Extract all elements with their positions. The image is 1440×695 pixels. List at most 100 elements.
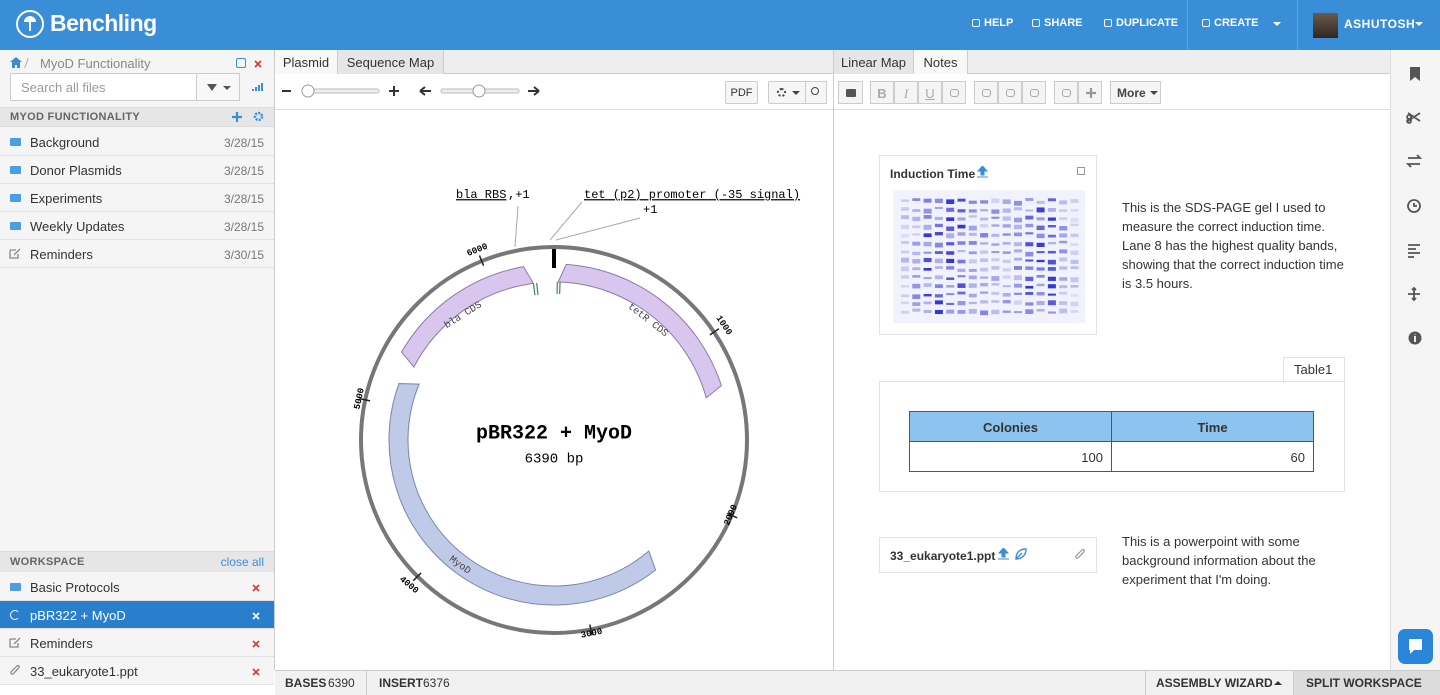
file-row[interactable]: Reminders 3/30/15 bbox=[0, 240, 274, 268]
format-button[interactable]: B bbox=[870, 81, 894, 104]
more-button[interactable]: More bbox=[1110, 81, 1161, 104]
open-icon[interactable] bbox=[236, 58, 246, 68]
gel-band bbox=[901, 241, 909, 244]
table-cell: 60 bbox=[1111, 441, 1314, 472]
history-icon[interactable] bbox=[1407, 199, 1421, 213]
table-button[interactable] bbox=[1054, 81, 1078, 104]
align-icon[interactable] bbox=[1408, 244, 1420, 258]
gel-band bbox=[1002, 199, 1011, 205]
nav-icon bbox=[1104, 19, 1112, 27]
divider bbox=[1187, 0, 1188, 50]
gel-band bbox=[946, 302, 955, 305]
format-button[interactable]: I bbox=[894, 81, 918, 104]
gel-band bbox=[912, 267, 921, 271]
workspace-item[interactable]: 33_eukaryote1.ppt bbox=[0, 657, 274, 685]
link-button-glyph bbox=[950, 89, 959, 97]
gel-band bbox=[1070, 250, 1079, 255]
tab[interactable]: Plasmid bbox=[275, 50, 338, 74]
gel-band bbox=[912, 308, 921, 312]
gel-band bbox=[957, 217, 966, 221]
nav-icon bbox=[1202, 19, 1210, 27]
gel-band bbox=[957, 275, 966, 278]
assembly-wizard-button[interactable]: ASSEMBLY WIZARD bbox=[1145, 671, 1293, 695]
pdf-button[interactable]: PDF bbox=[725, 81, 758, 104]
move-icon[interactable] bbox=[1408, 286, 1420, 302]
gel-background bbox=[893, 190, 1085, 323]
gel-band bbox=[1014, 257, 1022, 261]
brand: Benchling bbox=[50, 10, 157, 36]
file-row[interactable]: Donor Plasmids 3/28/15 bbox=[0, 156, 274, 184]
gel-band bbox=[1047, 225, 1056, 228]
user-menu[interactable]: ASHUTOSH bbox=[1344, 17, 1416, 31]
tab[interactable]: Sequence Map bbox=[338, 50, 444, 74]
gel-band bbox=[1047, 217, 1056, 221]
cut-icon[interactable] bbox=[1406, 112, 1421, 124]
gel-image bbox=[893, 190, 1085, 323]
gel-band bbox=[1025, 242, 1034, 247]
gel-band bbox=[946, 226, 955, 231]
bullet-list-button[interactable] bbox=[998, 81, 1022, 104]
workspace-item[interactable]: Reminders bbox=[0, 629, 274, 657]
workspace-item[interactable]: pBR322 + MyoD bbox=[0, 601, 274, 629]
note-shape bbox=[9, 248, 21, 259]
gel-band bbox=[980, 224, 989, 228]
format-button[interactable]: U bbox=[918, 81, 942, 104]
attach-button[interactable] bbox=[974, 81, 998, 104]
gel-band bbox=[1036, 292, 1045, 296]
nav-button[interactable]: CREATE bbox=[1202, 17, 1258, 35]
nav-button[interactable]: SHARE bbox=[1032, 17, 1083, 35]
nav-button[interactable]: DUPLICATE bbox=[1104, 17, 1178, 35]
gel-band bbox=[901, 199, 909, 202]
divider bbox=[1297, 0, 1298, 50]
gel-band bbox=[1047, 198, 1056, 202]
bookmark-icon bbox=[1410, 67, 1420, 81]
gel-band bbox=[1036, 301, 1045, 306]
settings-button[interactable] bbox=[768, 81, 806, 104]
close-x bbox=[252, 612, 260, 620]
nav-button[interactable]: HELP bbox=[972, 17, 1013, 35]
gel-band bbox=[1059, 226, 1068, 231]
stats-bar bbox=[261, 83, 263, 91]
tab[interactable]: Linear Map bbox=[834, 50, 914, 74]
swap-icon[interactable] bbox=[1405, 154, 1423, 168]
gel-band bbox=[1070, 285, 1079, 288]
print-button[interactable] bbox=[838, 81, 863, 104]
gel-band bbox=[1059, 257, 1068, 262]
file-name[interactable]: 33_eukaryote1.ppt bbox=[890, 549, 996, 563]
number-list-button[interactable] bbox=[1022, 81, 1046, 104]
gel-band bbox=[912, 251, 921, 256]
gel-band bbox=[980, 242, 989, 245]
close-all-link[interactable]: close all bbox=[220, 555, 264, 569]
search-button[interactable] bbox=[805, 81, 827, 104]
insert-button[interactable] bbox=[1078, 81, 1102, 104]
filter-button[interactable] bbox=[196, 73, 240, 101]
gel-band bbox=[1025, 276, 1034, 282]
gel-band bbox=[946, 217, 955, 221]
caret bbox=[1415, 22, 1423, 26]
attachment-icon bbox=[10, 665, 20, 675]
breadcrumb[interactable]: MyoD Functionality bbox=[40, 56, 151, 71]
link-button[interactable] bbox=[942, 81, 966, 104]
annotation-line bbox=[514, 205, 519, 248]
add-icon[interactable] bbox=[1086, 88, 1096, 98]
preview-icon bbox=[1015, 548, 1027, 560]
workspace-item[interactable]: Basic Protocols bbox=[0, 573, 274, 601]
gel-band bbox=[968, 209, 977, 213]
gel-band bbox=[1014, 311, 1022, 314]
file-row[interactable]: Background 3/28/15 bbox=[0, 128, 274, 156]
logo-mark bbox=[24, 16, 36, 31]
file-row[interactable]: Experiments 3/28/15 bbox=[0, 184, 274, 212]
table-name-tab[interactable]: Table1 bbox=[1283, 357, 1345, 381]
search-input[interactable]: Search all files bbox=[10, 73, 197, 101]
split-workspace-button[interactable]: SPLIT WORKSPACE bbox=[1293, 671, 1440, 695]
folder-icon bbox=[10, 194, 21, 202]
position-label: 2000 bbox=[722, 503, 740, 527]
tab[interactable]: Notes bbox=[914, 50, 968, 74]
slider-knob bbox=[472, 84, 486, 98]
add-icon[interactable] bbox=[232, 112, 242, 122]
help-button[interactable] bbox=[1398, 629, 1433, 664]
file-row[interactable]: Weekly Updates 3/28/15 bbox=[0, 212, 274, 240]
gel-band bbox=[1070, 310, 1079, 313]
gel-band bbox=[968, 225, 977, 231]
gel-band bbox=[923, 309, 932, 314]
